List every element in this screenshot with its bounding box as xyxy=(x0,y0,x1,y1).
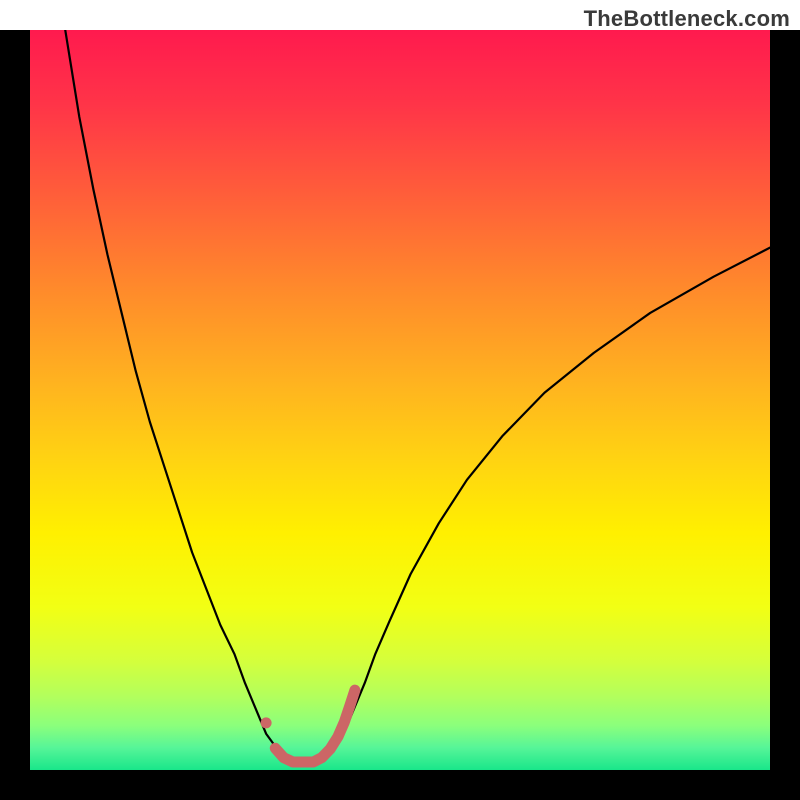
highlight-left-dot xyxy=(261,717,272,728)
chart-container: TheBottleneck.com xyxy=(0,0,800,800)
bottleneck-chart xyxy=(0,0,800,800)
top-strip xyxy=(0,0,800,30)
plot-background-gradient xyxy=(30,30,770,770)
